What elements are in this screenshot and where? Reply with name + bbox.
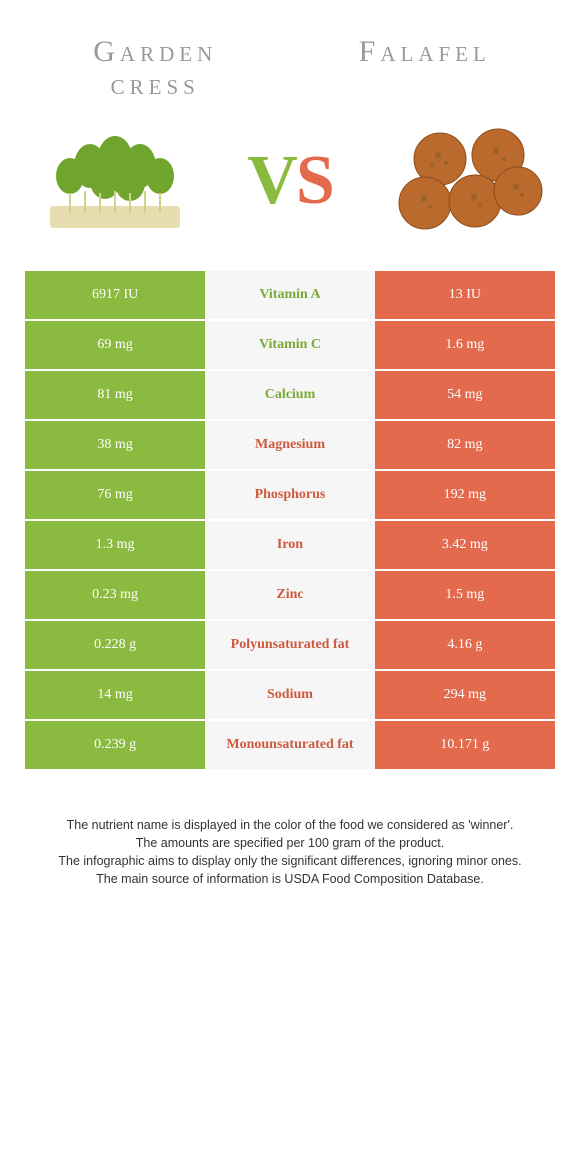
footnote-line: The main source of information is USDA F… (35, 870, 545, 888)
right-value: 3.42 mg (375, 521, 555, 569)
footnote-line: The infographic aims to display only the… (35, 852, 545, 870)
nutrient-row: 38 mgMagnesium82 mg (25, 421, 555, 469)
nutrient-label: Monounsaturated fat (205, 721, 375, 769)
title-left-line1: Garden (93, 35, 217, 68)
vs-s: S (296, 141, 333, 221)
garden-cress-image (30, 121, 200, 241)
nutrient-table: 6917 IUVitamin A13 IU69 mgVitamin C1.6 m… (25, 271, 555, 771)
footnotes: The nutrient name is displayed in the co… (25, 816, 555, 889)
right-value: 1.5 mg (375, 571, 555, 619)
right-value: 192 mg (375, 471, 555, 519)
title-left-line2: cress (111, 68, 200, 101)
footnote-line: The nutrient name is displayed in the co… (35, 816, 545, 834)
right-value: 13 IU (375, 271, 555, 319)
left-value: 38 mg (25, 421, 205, 469)
right-value: 1.6 mg (375, 321, 555, 369)
nutrient-row: 0.239 gMonounsaturated fat10.171 g (25, 721, 555, 769)
left-value: 0.228 g (25, 621, 205, 669)
nutrient-label: Calcium (205, 371, 375, 419)
nutrient-label: Polyunsaturated fat (205, 621, 375, 669)
left-value: 81 mg (25, 371, 205, 419)
left-value: 6917 IU (25, 271, 205, 319)
nutrient-row: 81 mgCalcium54 mg (25, 371, 555, 419)
nutrient-row: 0.228 gPolyunsaturated fat4.16 g (25, 621, 555, 669)
title-right: Falafel (315, 35, 536, 68)
vs-v: V (247, 141, 296, 221)
left-value: 1.3 mg (25, 521, 205, 569)
right-value: 4.16 g (375, 621, 555, 669)
right-value: 54 mg (375, 371, 555, 419)
titles-row: Garden cress Falafel (25, 20, 555, 111)
nutrient-label: Phosphorus (205, 471, 375, 519)
left-value: 0.23 mg (25, 571, 205, 619)
left-value: 0.239 g (25, 721, 205, 769)
right-value: 294 mg (375, 671, 555, 719)
left-value: 76 mg (25, 471, 205, 519)
nutrient-row: 14 mgSodium294 mg (25, 671, 555, 719)
footnote-line: The amounts are specified per 100 gram o… (35, 834, 545, 852)
nutrient-label: Vitamin A (205, 271, 375, 319)
nutrient-row: 69 mgVitamin C1.6 mg (25, 321, 555, 369)
vs-label: VS (247, 141, 333, 221)
nutrient-row: 0.23 mgZinc1.5 mg (25, 571, 555, 619)
nutrient-label: Sodium (205, 671, 375, 719)
nutrient-label: Iron (205, 521, 375, 569)
falafel-image (380, 121, 550, 241)
left-value: 69 mg (25, 321, 205, 369)
nutrient-label: Magnesium (205, 421, 375, 469)
nutrient-label: Zinc (205, 571, 375, 619)
nutrient-row: 1.3 mgIron3.42 mg (25, 521, 555, 569)
nutrient-row: 76 mgPhosphorus192 mg (25, 471, 555, 519)
right-value: 82 mg (375, 421, 555, 469)
left-value: 14 mg (25, 671, 205, 719)
title-left: Garden cress (45, 35, 266, 101)
right-value: 10.171 g (375, 721, 555, 769)
nutrient-row: 6917 IUVitamin A13 IU (25, 271, 555, 319)
nutrient-label: Vitamin C (205, 321, 375, 369)
hero-row: VS (25, 111, 555, 271)
